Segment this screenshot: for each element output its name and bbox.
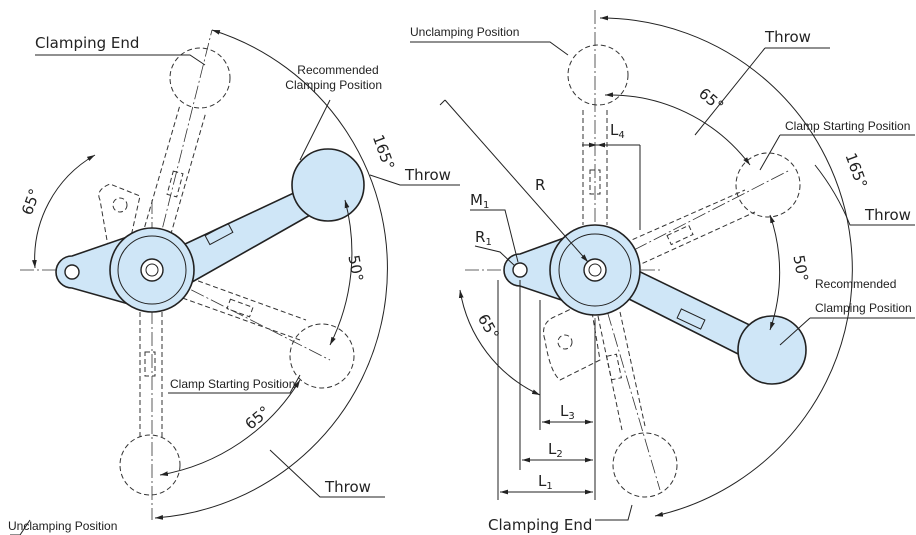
diagram: Clamping End Recommended Clamping Positi… xyxy=(0,0,916,535)
ghost-outline xyxy=(568,45,628,105)
dimension-label: M1 xyxy=(470,191,489,211)
label: Throw xyxy=(324,478,371,496)
dimension-label: L3 xyxy=(560,402,575,422)
label-line: Clamping Position xyxy=(815,301,912,315)
ghost-outline xyxy=(170,48,230,108)
drawing-line xyxy=(584,259,606,281)
label: Recommended Clamping Position xyxy=(815,277,912,315)
label-line: Recommended xyxy=(815,277,896,291)
dimension-subscript: 2 xyxy=(556,449,562,460)
drawing-line xyxy=(445,100,588,262)
drawing-line xyxy=(292,149,364,221)
dimension-text: R xyxy=(475,228,485,246)
drawing-line xyxy=(141,259,163,281)
right-labels: Unclamping Position Throw 65° L4 Clamp S… xyxy=(410,25,912,534)
dimension-label: R1 xyxy=(475,228,492,248)
label: Throw xyxy=(764,28,811,46)
angle-label: 65° xyxy=(18,186,44,217)
drawing-line xyxy=(35,55,205,65)
dimension-subscript: 1 xyxy=(485,237,491,248)
right-view xyxy=(410,10,915,520)
ghost-outline xyxy=(113,198,127,212)
label: Unclamping Position xyxy=(410,25,519,39)
label: Throw xyxy=(864,206,911,224)
drawing-line xyxy=(605,95,750,165)
dimension-text: M xyxy=(470,191,483,209)
ghost-outline xyxy=(145,352,155,376)
label: Recommended Clamping Position xyxy=(285,63,382,92)
drawing-line xyxy=(65,265,79,279)
ghost-outline xyxy=(598,312,645,430)
label-line: Clamping Position xyxy=(285,78,382,92)
drawing-line xyxy=(460,290,540,395)
drawing-line xyxy=(513,263,527,277)
left-view xyxy=(10,30,460,535)
angle-label: 165° xyxy=(842,151,871,191)
ghost-outline xyxy=(140,312,162,440)
ghost-outline xyxy=(167,171,183,197)
drawing-line xyxy=(410,42,568,55)
angle-label: 50° xyxy=(789,254,811,283)
dimension-label: L2 xyxy=(548,440,563,460)
drawing-line xyxy=(160,380,300,475)
label: Unclamping Position xyxy=(8,519,117,533)
drawing-line xyxy=(738,316,806,384)
drawing-line xyxy=(595,505,632,520)
ghost-outline xyxy=(607,354,622,380)
ghost-outline xyxy=(736,153,800,217)
dimension-label: L1 xyxy=(538,472,553,492)
label: Clamp Starting Position xyxy=(785,119,910,133)
ghost-outline xyxy=(120,435,180,495)
dimension-subscript: 3 xyxy=(568,411,574,422)
ghost-outline xyxy=(613,433,677,497)
label: Clamping End xyxy=(35,34,139,52)
dimension-subscript: 4 xyxy=(618,130,624,141)
angle-label: 165° xyxy=(369,132,398,172)
dimension-label: R xyxy=(535,176,545,194)
label: Clamping End xyxy=(488,516,592,534)
dimension-label: L4 xyxy=(610,121,625,141)
angle-label: 50° xyxy=(344,254,366,283)
angle-label: 65° xyxy=(695,84,727,115)
dimension-subscript: 1 xyxy=(546,481,552,492)
label: Throw xyxy=(404,166,451,184)
drawing-line xyxy=(440,100,445,105)
drawing-line xyxy=(597,145,640,230)
ghost-outline xyxy=(558,335,572,349)
ghost-outline xyxy=(290,324,354,388)
drawing-line xyxy=(770,215,780,330)
dimension-subscript: 1 xyxy=(483,200,489,211)
label-line: Recommended xyxy=(297,63,378,77)
drawing-line xyxy=(760,135,915,170)
angle-label: 65° xyxy=(242,402,274,433)
label: Clamp Starting Position xyxy=(170,377,295,391)
